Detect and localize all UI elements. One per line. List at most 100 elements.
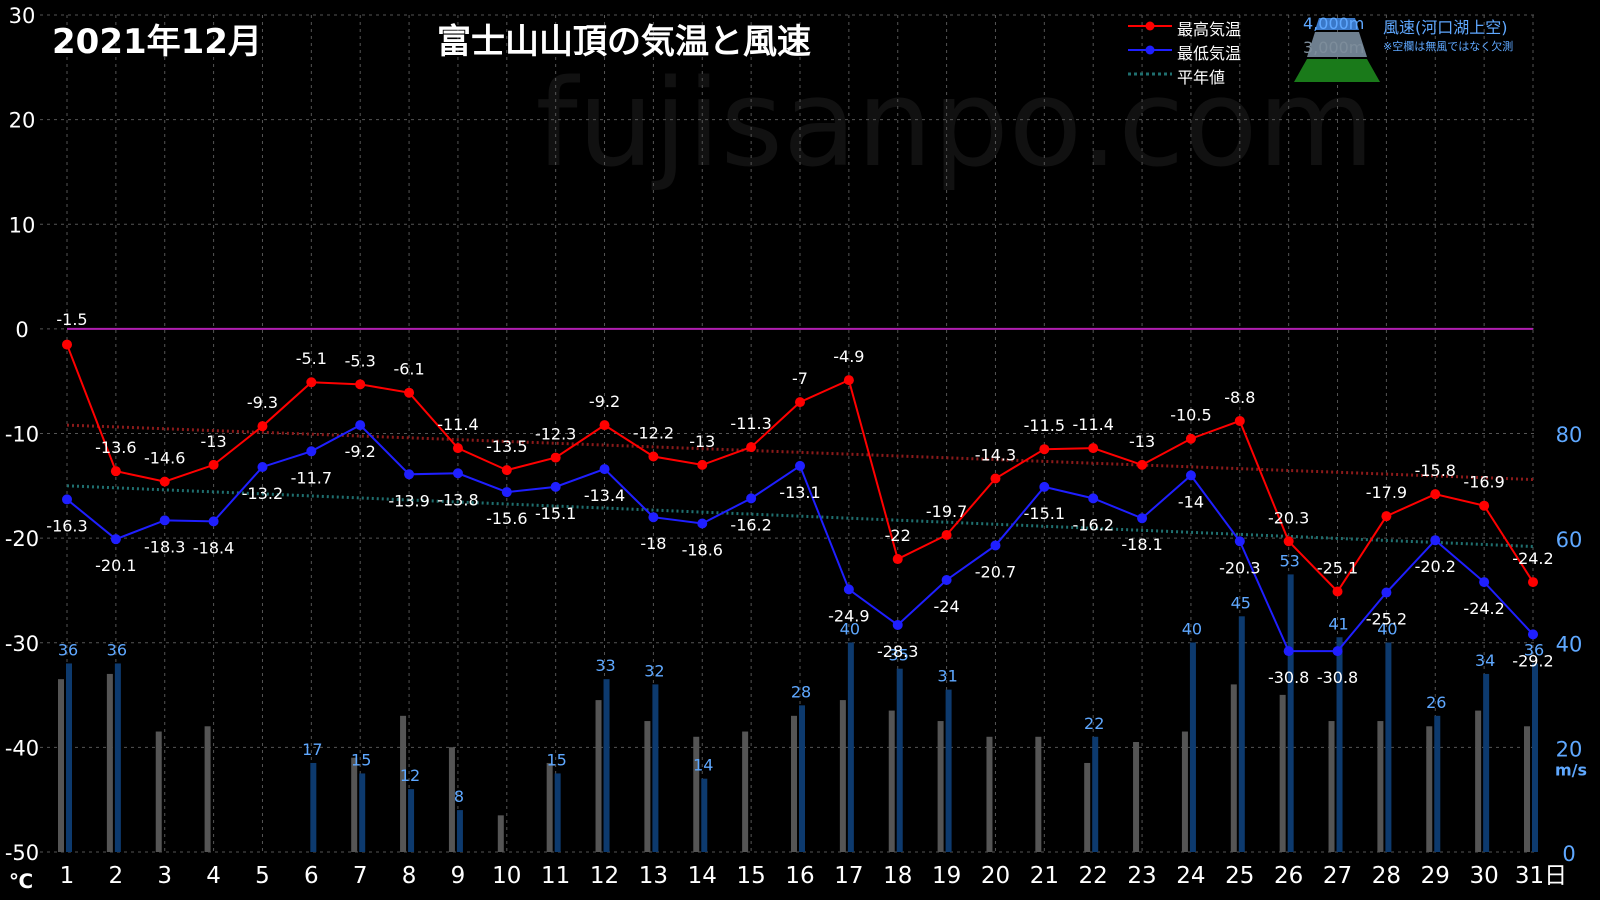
wind-bar-3000 — [1279, 694, 1286, 852]
min-temp-point — [1185, 470, 1196, 481]
max-temp-label: -9.2 — [589, 392, 620, 411]
min-temp-point — [110, 534, 121, 545]
min-temp-label: -13.4 — [584, 486, 625, 505]
min-temp-label: -14 — [1178, 492, 1204, 511]
legend-alt-4000: 4,000m — [1303, 14, 1365, 33]
wind-label: 40 — [1377, 620, 1397, 639]
max-temp-point — [501, 465, 512, 476]
x-tick-label: 18 — [883, 863, 912, 889]
min-temp-label: -28.3 — [877, 642, 918, 661]
max-temp-label: -11.3 — [730, 414, 771, 433]
max-temp-label: -11.4 — [1072, 415, 1113, 434]
min-temp-point — [1528, 629, 1538, 640]
min-temp-point — [1479, 577, 1490, 588]
min-temp-label: -24.2 — [1463, 599, 1504, 618]
wind-bar-4000 — [1385, 642, 1392, 852]
wind-tick-label: 0 — [1562, 842, 1575, 866]
max-temp-label: -22 — [885, 526, 911, 545]
wind-bar-3000 — [204, 726, 211, 852]
max-temp-point — [1430, 489, 1441, 500]
max-temp-label: -11.4 — [437, 415, 478, 434]
wind-bar-3000 — [1328, 721, 1335, 852]
x-tick-label: 20 — [981, 863, 1010, 889]
x-tick-label: 1 — [60, 863, 75, 889]
x-tick-label: 25 — [1225, 863, 1254, 889]
min-temp-label: -9.2 — [345, 442, 376, 461]
max-temp-label: -5.1 — [296, 349, 327, 368]
min-temp-label: -29.2 — [1512, 651, 1553, 670]
min-temp-point — [306, 446, 317, 457]
x-tick-label: 19 — [932, 863, 961, 889]
max-temp-point — [892, 554, 903, 565]
max-temp-label: -17.9 — [1366, 483, 1407, 502]
max-temp-point — [62, 339, 72, 350]
wind-bar-4000 — [1483, 673, 1490, 852]
wind-axis-unit: m/s — [1555, 760, 1587, 779]
min-temp-point — [1234, 536, 1245, 547]
wind-label: 26 — [1426, 693, 1446, 712]
wind-bar-3000 — [1475, 710, 1482, 852]
max-temp-label: -14.3 — [975, 445, 1016, 464]
wind-bar-4000 — [1287, 574, 1294, 852]
max-temp-point — [1039, 444, 1050, 455]
wind-bar-3000 — [937, 721, 944, 852]
wind-label: 8 — [454, 787, 464, 806]
wind-bar-3000 — [693, 736, 700, 852]
wind-bar-4000 — [1434, 715, 1441, 852]
max-temp-point — [599, 420, 610, 431]
wind-bar-4000 — [554, 773, 561, 852]
wind-tick-label: 20 — [1556, 737, 1583, 761]
x-tick-label: 31日 — [1515, 863, 1567, 889]
min-temp-label: -18.3 — [144, 537, 185, 556]
legend-max-temp: 最高気温 — [1177, 20, 1242, 39]
max-temp-label: -1.5 — [56, 310, 87, 329]
x-tick-label: 5 — [255, 863, 270, 889]
min-temp-label: -13.8 — [437, 490, 478, 509]
wind-bar-4000 — [114, 663, 121, 852]
max-temp-point — [795, 397, 805, 408]
max-temp-label: -11.5 — [1024, 416, 1065, 435]
min-temp-label: -24 — [934, 597, 960, 616]
legend-max-marker — [1145, 21, 1155, 31]
wind-bar-3000 — [1377, 721, 1384, 852]
max-temp-point — [110, 466, 121, 477]
wind-bar-4000 — [847, 642, 854, 852]
max-temp-point — [1479, 500, 1490, 511]
wind-bar-3000 — [1035, 736, 1042, 852]
max-temp-label: -4.9 — [833, 347, 864, 366]
min-temp-point — [550, 481, 561, 492]
min-temp-point — [1039, 481, 1050, 492]
min-temp-point — [501, 487, 512, 498]
wind-label: 35 — [889, 646, 909, 665]
wind-label: 17 — [302, 740, 322, 759]
wind-bar-3000 — [1524, 726, 1530, 852]
wind-label: 40 — [840, 620, 860, 639]
wind-bar-3000 — [986, 736, 993, 852]
max-temp-label: -5.3 — [345, 351, 376, 370]
min-temp-point — [1332, 646, 1343, 657]
min-temp-point — [843, 584, 854, 595]
x-tick-label: 30 — [1469, 863, 1498, 889]
max-temp-point — [306, 377, 317, 388]
min-temp-label: -20.2 — [1415, 557, 1456, 576]
wind-label: 15 — [351, 750, 371, 769]
min-temp-label: -20.3 — [1219, 558, 1260, 577]
min-temp-point — [404, 469, 415, 480]
x-tick-label: 17 — [834, 863, 863, 889]
wind-bar-4000 — [66, 663, 72, 852]
max-temp-label: -24.2 — [1512, 549, 1553, 568]
min-temp-point — [452, 468, 463, 479]
y-tick-label: 10 — [9, 213, 36, 237]
legend-min-temp: 最低気温 — [1177, 44, 1242, 63]
wind-label: 45 — [1231, 593, 1251, 612]
wind-label: 31 — [937, 667, 957, 686]
max-temp-point — [355, 379, 366, 390]
x-tick-label: 12 — [590, 863, 619, 889]
min-temp-label: -30.8 — [1268, 668, 1309, 687]
max-temp-point — [1234, 415, 1245, 426]
wind-bar-3000 — [58, 679, 64, 852]
max-temp-point — [697, 459, 708, 470]
y-tick-label: -50 — [5, 841, 39, 865]
min-temp-label: -18.4 — [193, 538, 234, 557]
wind-bar-4000 — [359, 773, 366, 852]
